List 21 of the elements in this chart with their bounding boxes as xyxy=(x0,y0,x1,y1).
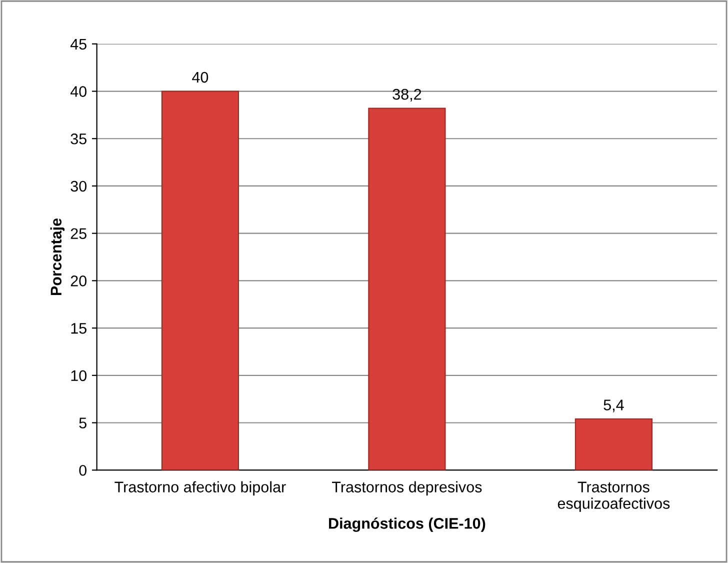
y-tick-label: 30 xyxy=(70,180,87,192)
y-tick-label: 0 xyxy=(79,464,87,476)
data-label: 5,4 xyxy=(604,400,624,412)
data-label: 38,2 xyxy=(392,88,422,102)
y-tick-label: 15 xyxy=(71,323,86,334)
bar xyxy=(574,418,653,470)
x-tick-label: Trastornos esquizoafectivos xyxy=(558,482,670,512)
bar xyxy=(161,90,240,470)
y-tick-label: 10 xyxy=(71,370,87,382)
y-axis-title: Porcentaje xyxy=(50,218,65,296)
y-tick-label: 20 xyxy=(70,276,87,286)
bar xyxy=(368,108,446,470)
y-tick-label: 45 xyxy=(70,38,86,50)
x-axis-title: Diagnósticos (CIE-10) xyxy=(329,517,486,532)
x-tick-label: Trastorno afectivo bipolar xyxy=(114,481,286,496)
y-tick-label: 35 xyxy=(70,133,86,144)
data-label: 40 xyxy=(192,72,208,83)
x-tick-label: Trastornos depresivos xyxy=(332,481,482,496)
y-tick-label: 40 xyxy=(70,86,87,97)
y-tick-label: 5 xyxy=(79,418,86,428)
y-tick-label: 25 xyxy=(70,228,86,240)
